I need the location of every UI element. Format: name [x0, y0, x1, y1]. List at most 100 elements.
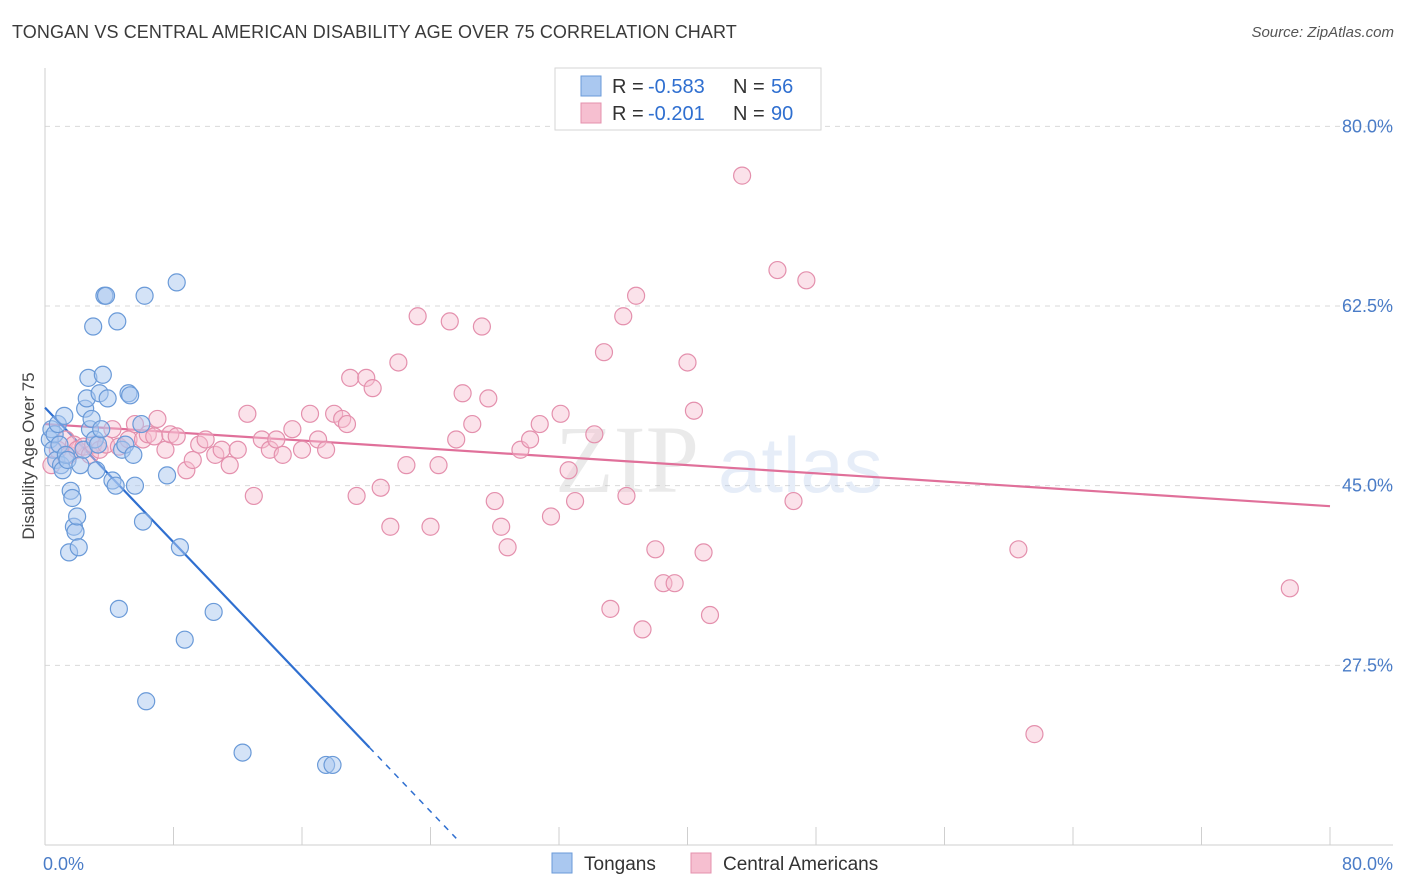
central-american-point: [633, 620, 652, 639]
central-american-point: [316, 440, 336, 459]
y-tick-label: 62.5%: [1342, 296, 1393, 316]
central-american-point: [626, 286, 646, 305]
central-american-point: [371, 478, 390, 497]
tongan-point: [66, 522, 85, 541]
legend-r-value-1: -0.583: [648, 76, 705, 98]
central-american-point: [585, 425, 604, 444]
tongan-point: [92, 420, 111, 439]
tongan-point: [167, 273, 186, 292]
legend-swatch-central: [580, 102, 602, 124]
central-american-point: [267, 430, 286, 449]
central-american-point: [541, 507, 561, 526]
central-american-point: [333, 409, 352, 429]
tongan-point: [132, 414, 151, 434]
tongan-point: [157, 466, 177, 485]
tongan-trend-extension: [368, 746, 457, 839]
axes: [44, 68, 1393, 846]
tongan-point: [233, 743, 252, 762]
series-legend-swatch-central: [690, 852, 712, 874]
tongan-point: [88, 435, 108, 454]
tongan-point: [170, 538, 190, 557]
central-american-point: [183, 450, 202, 470]
legend-r-label-2: R =: [612, 103, 644, 125]
legend-n-value-2: 90: [771, 103, 793, 125]
central-american-point: [768, 260, 787, 280]
central-american-point: [614, 307, 633, 326]
central-american-point: [421, 517, 440, 536]
watermark: ZIP atlas: [555, 406, 883, 513]
central-american-point: [408, 307, 427, 326]
y-tick-label: 80.0%: [1342, 116, 1393, 136]
central-american-point: [167, 427, 186, 446]
tongan-point: [109, 599, 128, 618]
central-american-point: [440, 312, 459, 331]
legend-r-label-1: R =: [612, 76, 644, 98]
tongan-point: [93, 365, 112, 384]
central-american-point: [212, 440, 231, 459]
central-american-point: [196, 430, 215, 449]
central-american-point: [347, 486, 366, 506]
correlation-legend: R = -0.583 N = 56 R = -0.201 N = 90: [554, 67, 822, 131]
tongan-point: [121, 386, 140, 405]
central-american-point: [665, 574, 684, 593]
tongan-points: [40, 273, 342, 775]
central-american-point: [559, 461, 578, 480]
central-american-point: [283, 420, 302, 439]
central-american-point: [551, 404, 570, 423]
tongan-point: [96, 286, 116, 305]
x-tick-label: 0.0%: [43, 854, 84, 874]
tongan-point: [106, 476, 125, 495]
central-american-point: [646, 540, 665, 559]
tongan-point: [63, 488, 82, 508]
central-american-point: [300, 404, 320, 423]
central-american-point: [292, 440, 312, 459]
central-american-point: [148, 409, 167, 429]
central-american-point: [228, 440, 247, 459]
central-american-point: [797, 271, 816, 290]
central-american-point: [472, 317, 491, 336]
tongan-point: [137, 692, 156, 711]
central-american-point: [565, 491, 585, 511]
series-legend-central: Central Americans: [723, 854, 878, 875]
central-american-point: [530, 414, 549, 434]
central-american-point: [397, 456, 416, 475]
legend-n-label-2: N =: [733, 103, 765, 125]
tick-labels: 27.5% 45.0% 62.5% 80.0% 0.0% 80.0%: [43, 116, 1393, 874]
central-american-point: [784, 491, 803, 511]
central-american-point: [463, 414, 482, 434]
tongan-point: [204, 602, 223, 622]
tongan-point: [68, 507, 87, 526]
central-american-point: [429, 456, 448, 475]
series-legend-swatch-tongans: [551, 852, 573, 874]
tongan-point: [98, 389, 117, 408]
central-american-point: [700, 605, 720, 625]
x-tick-label: 80.0%: [1342, 854, 1393, 874]
tongan-point: [84, 317, 103, 336]
legend-n-label-1: N =: [733, 76, 765, 98]
central-american-point: [694, 543, 713, 562]
central-american-point: [617, 486, 636, 506]
legend-n-value-1: 56: [771, 76, 793, 98]
central-american-point: [177, 461, 196, 480]
central-american-point: [244, 486, 263, 506]
tongan-point: [135, 286, 154, 305]
central-american-point: [341, 368, 360, 387]
y-tick-label: 27.5%: [1342, 655, 1393, 675]
central-american-point: [498, 538, 517, 557]
series-legend: Tongans Central Americans: [551, 852, 878, 875]
legend-r-value-2: -0.201: [648, 103, 705, 125]
tongan-point: [108, 312, 127, 331]
central-american-point: [678, 353, 697, 372]
central-american-trend-line: [44, 422, 1331, 508]
central-american-point: [337, 414, 357, 434]
watermark-atlas: atlas: [718, 421, 883, 509]
central-american-point: [485, 491, 504, 511]
central-american-point: [273, 445, 292, 464]
tongan-point: [175, 630, 194, 649]
central-american-point: [363, 379, 382, 398]
watermark-zip: ZIP: [555, 406, 699, 513]
central-american-point: [479, 389, 498, 408]
central-american-point: [238, 404, 257, 423]
y-tick-label: 45.0%: [1342, 476, 1393, 496]
